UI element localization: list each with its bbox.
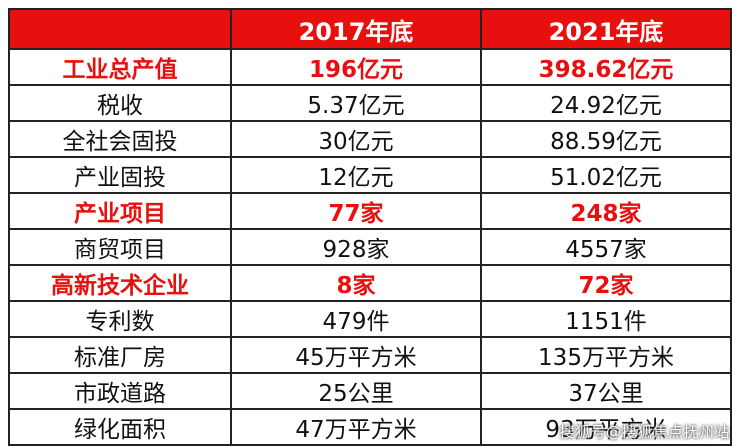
row-label-cell: 产业固投	[8, 156, 232, 194]
value-2021-cell: 248家	[480, 192, 732, 230]
row-label-cell: 市政道路	[8, 372, 232, 410]
value-2017-cell: 5.37亿元	[230, 84, 482, 122]
row-label-cell: 产业项目	[8, 192, 232, 230]
value-2017-cell: 77家	[230, 192, 482, 230]
value-2017-cell: 30亿元	[230, 120, 482, 158]
value-2017-cell: 928家	[230, 228, 482, 266]
row-label-cell: 商贸项目	[8, 228, 232, 266]
value-2017-cell: 12亿元	[230, 156, 482, 194]
header-cell-2017: 2017年底	[230, 8, 482, 50]
value-2021-cell: 72家	[480, 264, 732, 302]
table-row: 商贸项目 928家 4557家	[8, 228, 732, 266]
row-label-cell: 工业总产值	[8, 48, 232, 86]
value-2017-cell: 25公里	[230, 372, 482, 410]
row-label-cell: 专利数	[8, 300, 232, 338]
value-2021-cell: 24.92亿元	[480, 84, 732, 122]
value-2021-cell: 51.02亿元	[480, 156, 732, 194]
value-2021-cell: 4557家	[480, 228, 732, 266]
value-2017-cell: 45万平方米	[230, 336, 482, 374]
table-row: 专利数 479件 1151件	[8, 300, 732, 338]
comparison-table: 2017年底 2021年底 工业总产值 196亿元 398.62亿元 税收 5.37亿元…	[8, 8, 732, 446]
table-body: 工业总产值 196亿元 398.62亿元 税收 5.37亿元 24.92亿元 全社会固投 30…	[8, 48, 732, 446]
row-label-cell: 全社会固投	[8, 120, 232, 158]
watermark: 搜狐号@搜狐焦点抚州站	[559, 423, 730, 441]
row-label-cell: 高新技术企业	[8, 264, 232, 302]
header-cell-2021: 2021年底	[480, 8, 732, 50]
value-2021-cell: 398.62亿元	[480, 48, 732, 86]
value-2021-cell: 135万平方米	[480, 336, 732, 374]
row-label-cell: 标准厂房	[8, 336, 232, 374]
row-label-cell: 税收	[8, 84, 232, 122]
table-row: 税收 5.37亿元 24.92亿元	[8, 84, 732, 122]
value-2021-cell: 88.59亿元	[480, 120, 732, 158]
value-2017-cell: 479件	[230, 300, 482, 338]
value-2017-cell: 47万平方米	[230, 408, 482, 446]
value-2021-cell: 93万平方米	[480, 408, 732, 446]
value-2021-cell: 37公里	[480, 372, 732, 410]
value-2017-cell: 196亿元	[230, 48, 482, 86]
table-row: 产业固投 12亿元 51.02亿元	[8, 156, 732, 194]
table-row: 绿化面积 47万平方米 93万平方米	[8, 408, 732, 446]
table-row: 市政道路 25公里 37公里	[8, 372, 732, 410]
table-row: 工业总产值 196亿元 398.62亿元	[8, 48, 732, 86]
table-row: 高新技术企业 8家 72家	[8, 264, 732, 302]
table-row: 全社会固投 30亿元 88.59亿元	[8, 120, 732, 158]
value-2021-cell: 1151件	[480, 300, 732, 338]
row-label-cell: 绿化面积	[8, 408, 232, 446]
table-row: 产业项目 77家 248家	[8, 192, 732, 230]
header-row: 2017年底 2021年底	[8, 8, 732, 50]
value-2017-cell: 8家	[230, 264, 482, 302]
header-cell-blank	[8, 8, 232, 50]
table-row: 标准厂房 45万平方米 135万平方米	[8, 336, 732, 374]
